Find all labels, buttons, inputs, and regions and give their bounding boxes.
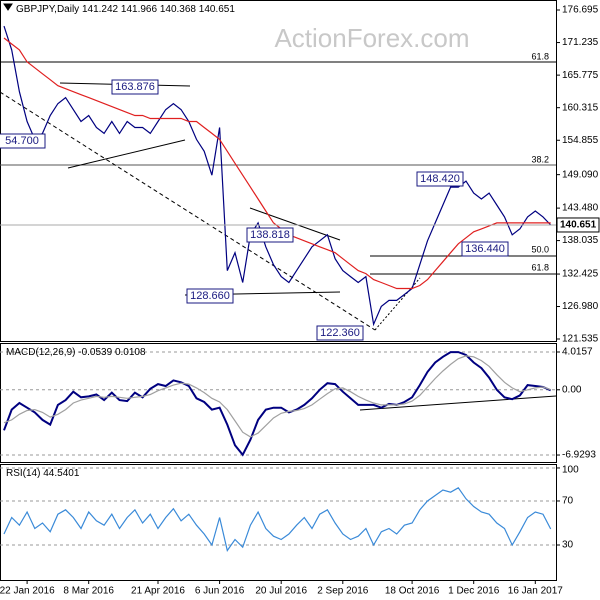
- y-tick-label: 154.855: [562, 135, 599, 146]
- x-tick-label: 20 Jul 2016: [255, 586, 307, 597]
- annotation: 54.700: [5, 135, 39, 147]
- rsi-panel: [0, 464, 557, 581]
- annotation: 128.660: [190, 290, 230, 302]
- header-text: 44.5401: [43, 468, 80, 479]
- series-line: [3, 351, 552, 457]
- last-price-box: [556, 217, 600, 233]
- panel-title: MACD(12,26,9) -0.0539 0.0108: [6, 347, 146, 358]
- y-tick-label: 171.235: [562, 37, 599, 48]
- header-text: RSI(14): [6, 468, 40, 479]
- annotation: 138.818: [250, 229, 290, 241]
- header-text: MACD(12,26,9): [6, 347, 75, 358]
- y-tick-label: 4.0157: [562, 347, 593, 358]
- x-tick-label: 16 Jan 2017: [508, 586, 563, 597]
- x-tick-label: 21 Apr 2016: [131, 586, 185, 597]
- fib-label: 38.2: [531, 154, 549, 164]
- annotation-box: [0, 133, 46, 149]
- annotation-box: [246, 227, 294, 243]
- header-text: GBPJPY,Daily: [16, 4, 79, 15]
- header-text: 140.651: [199, 4, 236, 15]
- annotation: 148.420: [420, 173, 460, 185]
- y-tick-label: 143.480: [562, 203, 599, 214]
- y-tick-label: 132.425: [562, 269, 599, 280]
- series-line: [3, 355, 551, 438]
- x-tick-label: 18 Oct 2016: [385, 586, 440, 597]
- annotation-box: [316, 325, 364, 341]
- x-tick-label: 1 Dec 2016: [448, 586, 500, 597]
- y-tick-label: 165.775: [562, 70, 599, 81]
- y-tick-label: 30: [562, 540, 574, 551]
- y-tick-label: 0.00: [562, 384, 582, 395]
- panel-title: RSI(14) 44.5401: [6, 468, 80, 479]
- series-line: [3, 487, 552, 552]
- fib-label: 61.8: [531, 262, 549, 272]
- trend-lines: [0, 3, 557, 411]
- fib-label: 50.0: [531, 244, 549, 254]
- y-tick-label: 70: [562, 496, 574, 507]
- watermark: ActionForex.com: [274, 23, 469, 53]
- y-tick-label: 176.695: [562, 5, 599, 16]
- fib-label: 61.8: [531, 51, 549, 61]
- annotation-box: [111, 79, 159, 95]
- y-tick-label: 100: [562, 465, 579, 476]
- y-tick-label: 126.980: [562, 301, 599, 312]
- annotation-box: [416, 171, 464, 187]
- header-text: 140.368: [160, 4, 197, 15]
- header-text: -0.0539: [78, 347, 112, 358]
- y-tick-label: -6.9293: [562, 450, 596, 461]
- y-tick-label: 138.035: [562, 235, 599, 246]
- y-tick-label: 149.090: [562, 169, 599, 180]
- y-tick-label: 160.315: [562, 102, 599, 113]
- annotation: 122.360: [320, 327, 360, 339]
- header-text: 0.0108: [115, 347, 146, 358]
- last-price-label: 140.651: [560, 220, 597, 231]
- panel-title: GBPJPY,Daily 141.242 141.966 140.368 140…: [16, 4, 235, 15]
- price-panel: [0, 0, 557, 342]
- header-text: 141.966: [121, 4, 158, 15]
- y-tick-label: 121.535: [562, 334, 599, 345]
- annotation-box: [461, 241, 509, 257]
- header-text: 141.242: [82, 4, 119, 15]
- annotation-box: [186, 288, 234, 304]
- x-tick-label: 8 Mar 2016: [63, 586, 114, 597]
- annotation: 136.440: [465, 243, 505, 255]
- x-tick-label: 22 Jan 2016: [0, 586, 55, 597]
- x-tick-label: 2 Sep 2016: [317, 586, 369, 597]
- series-line: [3, 37, 551, 290]
- x-tick-label: 6 Jun 2016: [195, 586, 245, 597]
- annotation: 163.876: [115, 81, 155, 93]
